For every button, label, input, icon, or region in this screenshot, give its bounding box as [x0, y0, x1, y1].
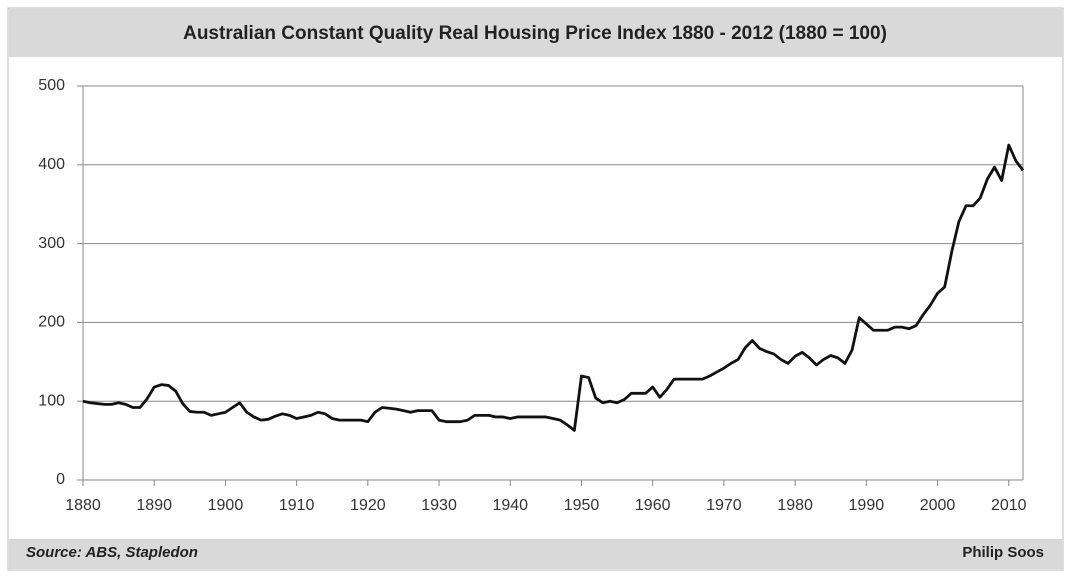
y-tick-label: 300	[38, 235, 65, 252]
x-tick-label: 1950	[564, 497, 600, 514]
frame	[7, 7, 1064, 571]
y-tick-label: 500	[38, 77, 65, 94]
footer-bar	[9, 539, 1062, 569]
y-tick-label: 0	[56, 471, 65, 488]
x-tick-label: 1910	[279, 497, 315, 514]
x-tick-label: 1990	[849, 497, 885, 514]
y-tick-label: 200	[38, 314, 65, 331]
chart-title: Australian Constant Quality Real Housing…	[183, 23, 887, 44]
x-tick-label: 1930	[421, 497, 457, 514]
x-tick-label: 1880	[65, 497, 101, 514]
x-tick-label: 2010	[991, 497, 1027, 514]
author: Philip Soos	[962, 544, 1044, 561]
line	[82, 143, 1025, 432]
source: Source: ABS, Stapledon	[26, 544, 198, 561]
title-bar	[9, 9, 1062, 57]
x-tick-label: 2000	[920, 497, 956, 514]
y-tick-label: 400	[38, 156, 65, 173]
x-tick-label: 1970	[706, 497, 742, 514]
x-tick-label: 1960	[635, 497, 671, 514]
x-tick-label: 1890	[136, 497, 172, 514]
x-tick-label: 1940	[492, 497, 528, 514]
y-tick-label: 100	[38, 392, 65, 409]
x-tick-label: 1980	[777, 497, 813, 514]
x-tick-label: 1900	[208, 497, 244, 514]
x-tick-label: 1920	[350, 497, 386, 514]
